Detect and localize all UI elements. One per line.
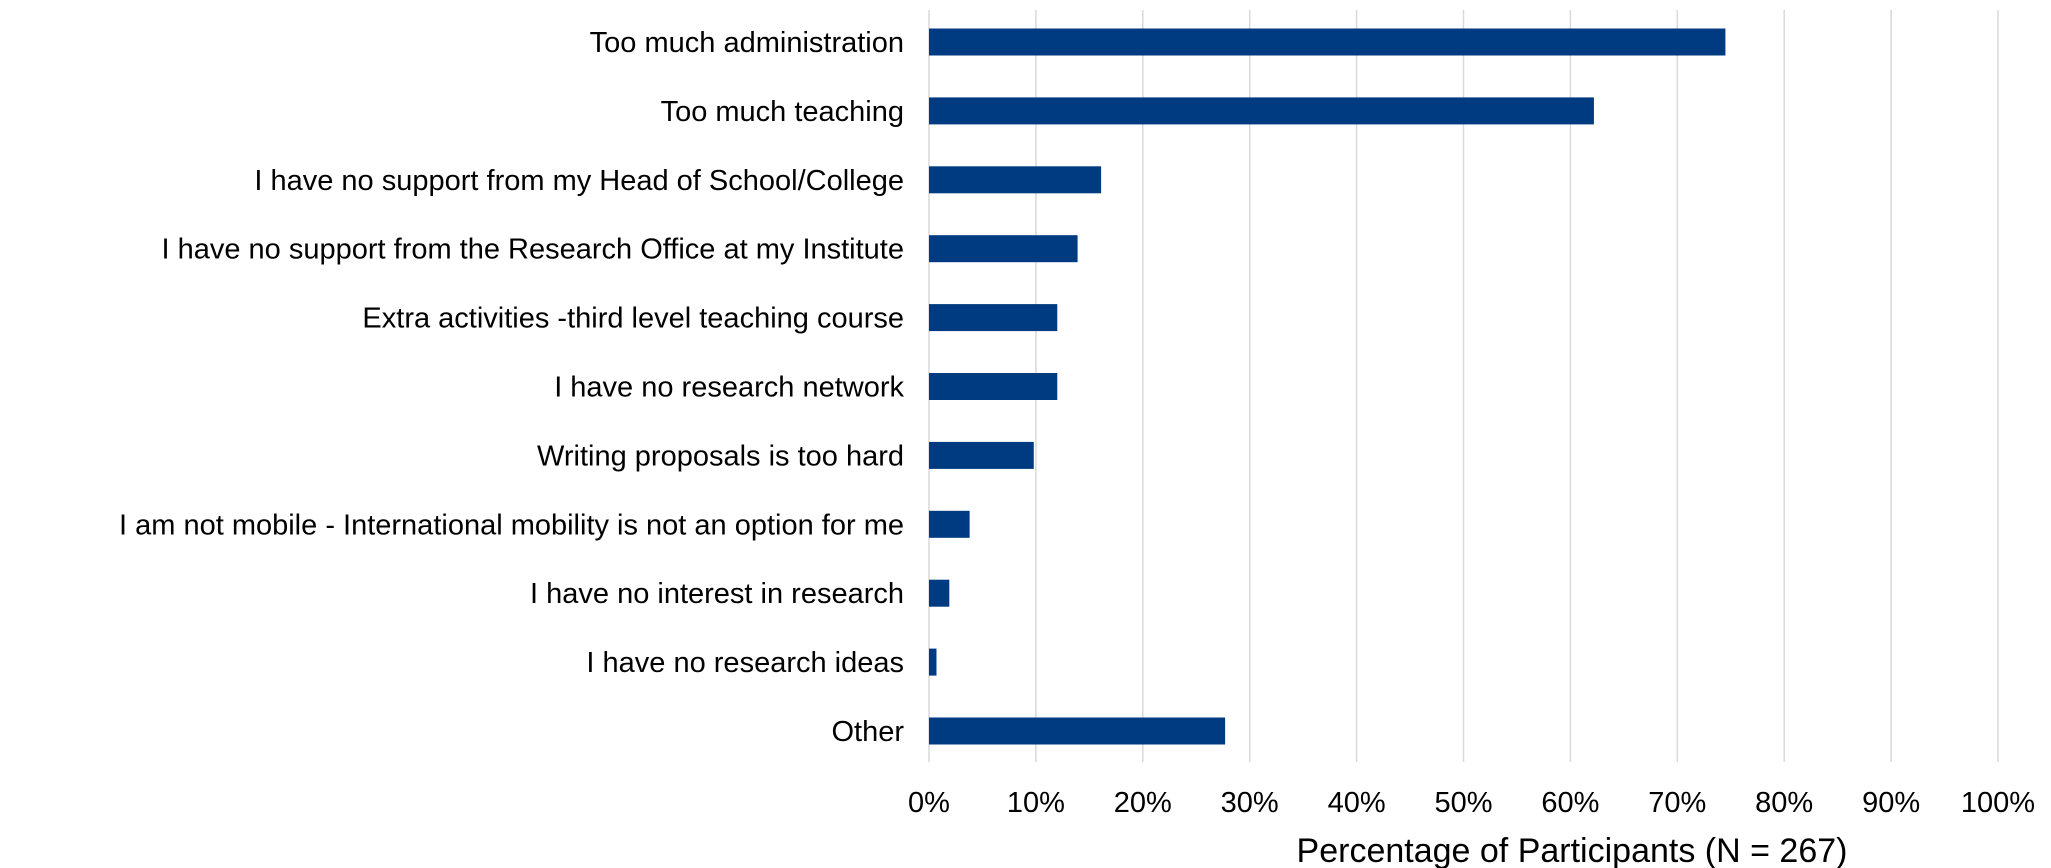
gridlines [928,10,1999,762]
x-tick-labels: 0% 10% 20% 30% 40% 50% 60% 70% 80% 90% 100% [908,787,2035,819]
category-label: Too much teaching [661,96,904,128]
x-tick-label: 30% [1221,787,1279,819]
category-label: I have no interest in research [530,578,904,610]
category-label: I have no support from my Head of School… [254,165,904,197]
category-label: I have no research network [554,372,904,404]
category-label: Extra activities -third level teaching c… [362,303,904,335]
category-label: Writing proposals is too hard [537,440,904,472]
bar [929,97,1594,125]
bar [929,166,1102,194]
bar [929,373,1058,400]
x-axis-title: Percentage of Participants (N = 267) [1297,832,1848,868]
bar [929,717,1226,745]
category-label: I have no research ideas [586,647,904,679]
bar [929,28,1726,56]
bar [929,579,950,607]
x-tick-label: 40% [1328,787,1386,819]
x-tick-label: 0% [908,787,950,819]
x-tick-label: 80% [1755,787,1813,819]
x-tick-label: 70% [1648,787,1706,819]
category-labels: Too much administration Too much teaching… [119,27,904,748]
bar [929,510,970,538]
bar [929,441,1034,469]
bar [929,235,1078,263]
x-tick-label: 100% [1961,787,2035,819]
bar [929,304,1058,332]
x-tick-label: 10% [1007,787,1065,819]
x-tick-label: 20% [1114,787,1172,819]
x-tick-label: 60% [1541,787,1599,819]
category-label: I have no support from the Research Offi… [161,234,904,266]
x-tick-label: 90% [1862,787,1920,819]
category-label: I am not mobile - International mobility… [119,509,904,541]
category-label: Too much administration [590,27,904,59]
category-label: Other [831,716,904,748]
x-tick-label: 50% [1434,787,1492,819]
bars [929,28,1726,745]
bar [929,648,937,676]
